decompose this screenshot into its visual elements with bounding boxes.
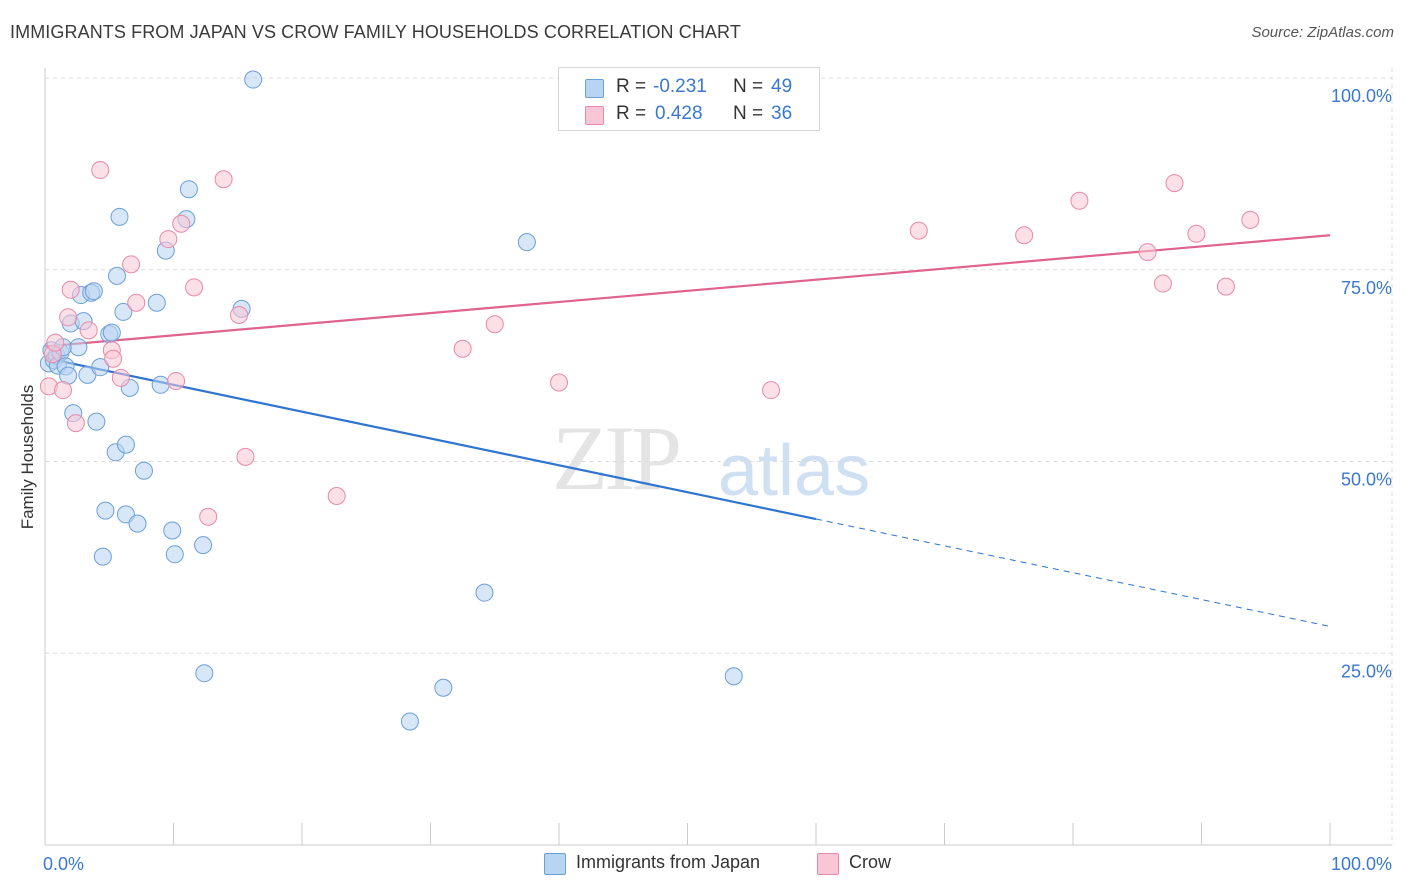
crow-point (167, 371, 186, 390)
data-points (39, 70, 1260, 731)
crow-point (214, 170, 233, 189)
crow-point (122, 255, 141, 274)
japan-point (179, 180, 198, 199)
japan-point (134, 461, 153, 480)
y-tick-label: 25.0% (1341, 661, 1392, 681)
japan-point (96, 501, 115, 520)
legend-n-value: 49 (771, 76, 793, 97)
crow-point (159, 230, 178, 249)
japan-point (91, 358, 110, 377)
japan-point (244, 70, 263, 89)
crow-point (762, 381, 781, 400)
source-label: Source: ZipAtlas.com (1251, 24, 1394, 41)
japan-point (116, 435, 135, 454)
legend-swatch-japan (585, 79, 604, 98)
crow-point (453, 339, 472, 358)
crow-point (1241, 210, 1260, 229)
legend-r-value: -0.231 (653, 76, 707, 97)
crow-point (199, 507, 218, 526)
japan-point (151, 375, 170, 394)
legend-swatch-japan (544, 853, 566, 875)
trend-lines (44, 234, 1331, 627)
y-tick-label: 100.0% (1331, 86, 1392, 106)
legend-n-label: N = (733, 76, 764, 97)
crow-point (1070, 191, 1089, 210)
crow-point (104, 349, 123, 368)
crow-point (1015, 226, 1034, 245)
crow-point (59, 308, 78, 327)
legend-swatch-crow (585, 106, 604, 125)
crow-point (1138, 243, 1157, 262)
crow-point (1165, 174, 1184, 193)
axes (44, 68, 1392, 846)
japan-point (147, 293, 166, 312)
crow-point (327, 487, 346, 506)
japan-trend-line-extension (815, 518, 1331, 627)
crow-point (909, 221, 928, 240)
watermark-atlas: atlas (718, 431, 871, 511)
crow-point (61, 280, 80, 299)
crow-point (550, 373, 568, 392)
crow-point (46, 333, 65, 352)
japan-point (107, 266, 126, 285)
crow-point (79, 321, 98, 340)
crow-point (91, 161, 110, 180)
crow-point (230, 306, 249, 325)
legend-swatch-crow (817, 853, 839, 875)
japan-point (195, 664, 214, 683)
crow-point (127, 293, 146, 312)
legend-n-value: 36 (771, 103, 793, 124)
legend-r-value: 0.428 (655, 103, 703, 124)
y-tick-label: 50.0% (1341, 470, 1392, 490)
japan-point (163, 521, 182, 540)
japan-point (84, 282, 103, 301)
legend-r-label: R = (616, 76, 647, 97)
legend-label-japan: Immigrants from Japan (576, 852, 761, 872)
japan-point (475, 583, 494, 602)
japan-point (93, 547, 112, 566)
japan-point (114, 302, 133, 321)
crow-point (236, 447, 255, 466)
japan-point (165, 545, 184, 564)
japan-point (69, 338, 88, 357)
japan-point (517, 233, 536, 252)
crow-point (1153, 274, 1172, 293)
crow-point (53, 381, 72, 400)
japan-point (434, 678, 453, 697)
chart-title: IMMIGRANTS FROM JAPAN VS CROW FAMILY HOU… (10, 22, 741, 42)
crow-point (1216, 277, 1235, 296)
legend-r-label: R = (616, 103, 647, 124)
japan-point (128, 514, 147, 533)
x-tick-label: 0.0% (43, 854, 84, 874)
japan-point (724, 667, 743, 686)
legend-label-crow: Crow (849, 852, 892, 872)
watermark-zip: ZIP (552, 407, 682, 509)
crow-point (66, 414, 85, 433)
japan-point (87, 412, 106, 431)
y-tick-label: 75.0% (1341, 278, 1392, 298)
correlation-legend: R = -0.231 N = 49 R = 0.428 N = 36 (558, 67, 820, 131)
crow-point (485, 315, 504, 334)
x-tick-label: 100.0% (1331, 854, 1392, 874)
legend-n-label: N = (733, 103, 764, 124)
crow-point (111, 368, 130, 387)
japan-point (400, 712, 419, 731)
crow-point (1187, 224, 1206, 243)
tick-labels: 25.0% 50.0% 75.0% 100.0% 0.0% 100.0% (43, 86, 1392, 874)
crow-point (172, 214, 191, 233)
crow-trend-line (44, 234, 1331, 348)
japan-point (110, 207, 129, 226)
crow-point (185, 278, 204, 297)
japan-point (194, 536, 213, 555)
japan-point (102, 323, 121, 342)
